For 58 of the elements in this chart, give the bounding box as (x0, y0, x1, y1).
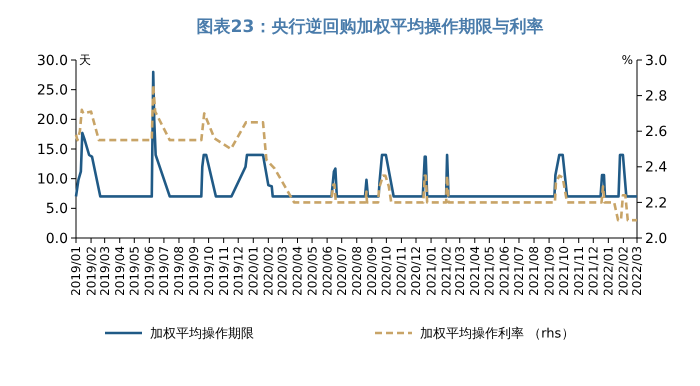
x-tick-label: 2021/04 (468, 246, 482, 296)
x-tick-label: 2022/01 (602, 246, 616, 296)
x-tick-label: 2020/08 (350, 246, 364, 296)
y2-tick-label: 2.6 (645, 124, 668, 140)
x-tick-label: 2021/01 (424, 246, 438, 296)
x-tick-label: 2019/04 (112, 246, 127, 296)
x-tick-label: 2022/02 (616, 246, 631, 296)
x-tick-label: 2019/06 (142, 246, 157, 296)
x-tick-label: 2019/12 (231, 246, 246, 296)
x-tick-label: 2019/03 (98, 246, 112, 296)
y2-tick-label: 2.4 (645, 160, 668, 176)
x-tick-label: 2020/10 (380, 246, 394, 296)
legend-label: 加权平均操作利率 （rhs） (420, 326, 574, 342)
legend-label: 加权平均操作期限 (150, 326, 254, 342)
x-tick-label: 2021/03 (452, 246, 467, 296)
x-tick-label: 2021/06 (498, 246, 512, 296)
y2-axis-title: % (622, 53, 633, 67)
y2-tick-label: 2.0 (645, 230, 668, 247)
x-tick-label: 2019/02 (84, 246, 98, 296)
x-tick-label: 2020/02 (262, 246, 276, 296)
y-tick-label: 30.0 (36, 52, 68, 69)
x-tick-label: 2019/01 (69, 246, 84, 296)
x-tick-label: 2019/11 (216, 246, 231, 296)
x-tick-label: 2020/03 (276, 246, 290, 296)
x-tick-label: 2019/05 (127, 246, 142, 296)
y-tick-label: 15.0 (36, 142, 68, 158)
x-tick-label: 2022/03 (630, 246, 644, 296)
x-tick-label: 2021/12 (586, 246, 600, 296)
x-tick-label: 2020/09 (365, 246, 379, 296)
x-tick-label: 2019/08 (172, 246, 186, 296)
x-tick-label: 2020/12 (409, 246, 424, 296)
x-tick-label: 2019/10 (202, 246, 216, 296)
y-axis-title: 天 (79, 53, 91, 67)
x-tick-label: 2021/02 (439, 246, 454, 296)
y-tick-label: 20.0 (36, 112, 68, 128)
x-tick-label: 2020/06 (320, 246, 334, 296)
x-tick-label: 2021/11 (572, 246, 586, 296)
y-tick-label: 5.0 (46, 201, 68, 218)
y-tick-label: 10.0 (36, 172, 68, 188)
y2-tick-label: 2.8 (645, 88, 668, 104)
x-tick-label: 2020/07 (334, 246, 349, 296)
chart-title: 图表23：央行逆回购加权平均操作期限与利率 (196, 17, 544, 37)
x-tick-label: 2019/07 (157, 246, 172, 296)
x-tick-label: 2021/07 (512, 246, 526, 296)
x-tick-label: 2021/05 (482, 246, 497, 296)
x-tick-label: 2020/04 (290, 246, 305, 296)
x-tick-label: 2020/01 (246, 246, 260, 296)
x-tick-label: 2021/10 (556, 246, 571, 296)
y2-tick-label: 3.0 (645, 52, 668, 69)
line-series (74, 84, 638, 222)
x-tick-label: 2021/09 (542, 246, 556, 296)
x-tick-label: 2019/09 (187, 246, 202, 296)
y-tick-label: 0.0 (46, 230, 68, 247)
y2-tick-label: 2.2 (645, 195, 668, 212)
x-tick-label: 2021/08 (527, 246, 542, 296)
y-tick-label: 25.0 (36, 82, 68, 99)
x-tick-label: 2020/11 (394, 246, 409, 296)
x-tick-label: 2020/05 (305, 246, 320, 296)
